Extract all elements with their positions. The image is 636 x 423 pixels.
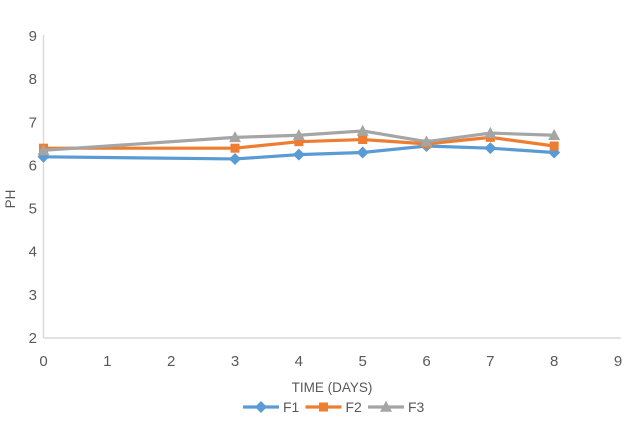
x-tick-label: 4: [295, 353, 303, 370]
legend-label-f3: F3: [408, 399, 425, 415]
series-f3: [37, 124, 561, 156]
y-axis-title: PH: [3, 190, 18, 209]
x-tick-label: 6: [422, 353, 430, 370]
x-tick-label: 3: [231, 353, 239, 370]
legend-item-f1: F1: [243, 399, 300, 415]
x-tick-label: 7: [486, 353, 494, 370]
y-tick-label: 8: [29, 71, 37, 88]
series-f2-marker: [230, 143, 240, 153]
series-f3-marker: [37, 144, 50, 156]
x-tick-label: 0: [39, 353, 47, 370]
y-tick-label: 9: [29, 28, 37, 45]
x-axis-title: TIME (DAYS): [292, 380, 373, 395]
x-tick-label: 2: [167, 353, 175, 370]
series-f3-marker: [292, 129, 305, 141]
legend-square-icon: [319, 402, 328, 412]
series-f1-marker: [356, 146, 369, 159]
legend-diamond-icon: [255, 401, 267, 413]
legend-label-f2: F2: [346, 399, 363, 415]
series-f3-marker: [229, 131, 241, 143]
legend-triangle-icon: [380, 400, 392, 412]
y-tick-label: 6: [29, 157, 37, 174]
legend-item-f2: F2: [305, 399, 363, 415]
legend-item-f3: F3: [368, 399, 425, 415]
series-f2-marker: [549, 141, 559, 151]
series-f2-marker: [294, 137, 304, 147]
x-axis-tick-labels: 0 1 2 3 4 5 6 7 8 9: [39, 353, 622, 370]
axes: [42, 35, 621, 339]
series-f3-marker: [420, 135, 433, 147]
x-tick-label: 9: [614, 353, 622, 370]
y-tick-label: 4: [29, 244, 37, 261]
x-tick-label: 8: [550, 353, 558, 370]
y-axis-tick-labels: 9 8 7 6 5 4 3 2: [29, 28, 37, 347]
series-f1-marker: [229, 152, 241, 165]
series-f3-marker: [484, 126, 497, 138]
x-tick-label: 1: [103, 353, 111, 370]
legend: F1 F2 F3: [243, 399, 425, 415]
y-tick-label: 7: [29, 114, 37, 131]
series-f2-marker: [358, 135, 368, 145]
series-f1-marker: [484, 142, 497, 155]
series-f3-marker: [356, 124, 369, 136]
y-tick-label: 2: [29, 330, 37, 347]
x-tick-label: 5: [358, 353, 366, 370]
legend-label-f1: F1: [283, 399, 300, 415]
series-f1-marker: [292, 148, 305, 161]
plot-area: [37, 124, 561, 165]
y-tick-label: 3: [29, 287, 37, 304]
y-tick-label: 5: [29, 201, 37, 218]
series-f3-marker: [548, 129, 561, 141]
